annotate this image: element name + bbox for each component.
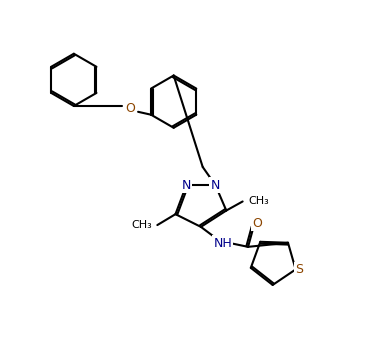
- Text: N: N: [182, 179, 191, 192]
- Text: S: S: [295, 263, 303, 276]
- Text: O: O: [252, 217, 262, 230]
- Text: O: O: [125, 102, 135, 115]
- Text: NH: NH: [213, 237, 232, 250]
- Text: CH₃: CH₃: [131, 220, 152, 230]
- Text: N: N: [211, 179, 220, 192]
- Text: CH₃: CH₃: [248, 196, 269, 207]
